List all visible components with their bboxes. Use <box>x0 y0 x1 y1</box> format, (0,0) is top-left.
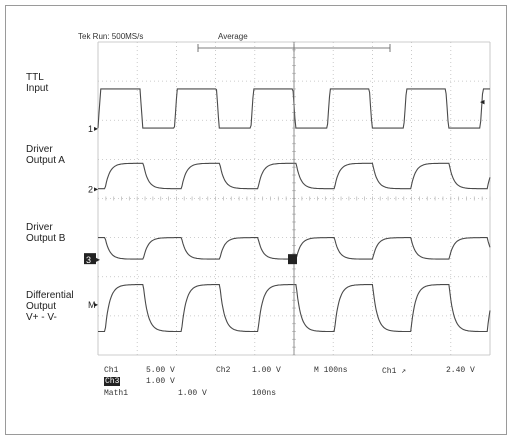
trigger-level-arrow: ◂ <box>480 97 485 107</box>
differential-output-label: Differential Output V+ - V- <box>26 290 74 323</box>
math-scale: 1.00 V <box>178 389 207 398</box>
ch2-ground-marker: 2 <box>88 185 93 195</box>
ch3-scale: 1.00 V <box>146 377 175 386</box>
math-name: Math1 <box>104 389 129 398</box>
ch3-ground-marker: 3 <box>86 255 91 265</box>
trigger-point-box <box>288 254 297 265</box>
driver-output-a-label-line1: Driver <box>26 144 53 155</box>
timebase: M 100ns <box>314 366 348 375</box>
differential-output-label-line2: Output <box>26 301 57 312</box>
driver-output-b-label-line1: Driver <box>26 222 53 233</box>
figure-frame <box>5 5 507 435</box>
channel-markers: 1 ▸2 ▸3 ▸M▸◂ <box>84 42 485 355</box>
math-ground-marker: M <box>88 300 96 310</box>
differential-output-label-line3: V+ - V- <box>26 312 57 323</box>
driver-output-b-label-line2: Output B <box>26 233 66 244</box>
acquisition-mode: Average <box>218 32 248 41</box>
ch3-ground-marker-arrow: ▸ <box>96 255 100 264</box>
math-timebase: 100ns <box>252 389 277 398</box>
trigger-level: 2.40 V <box>446 366 475 375</box>
acquisition-status: Tek Run: 500MS/s <box>78 32 144 41</box>
ch1-ground-marker-arrow: ▸ <box>94 124 98 133</box>
ch3-name: Ch3 <box>104 377 121 386</box>
math-ground-marker-arrow: ▸ <box>94 300 98 309</box>
ch1-ground-marker: 1 <box>88 124 93 134</box>
ttl-input-label: TTL Input <box>26 72 48 94</box>
ch1-scale: 5.00 V <box>146 366 175 375</box>
ch3-ground-marker-box <box>84 253 96 265</box>
ch2-name: Ch2 <box>216 366 231 375</box>
ch2-ground-marker-arrow: ▸ <box>94 185 98 194</box>
ch1-name: Ch1 <box>104 366 119 375</box>
driver-output-b-label: Driver Output B <box>26 222 65 244</box>
ch2-scale: 1.00 V <box>252 366 281 375</box>
differential-output-label-line1: Differential <box>26 290 74 301</box>
ttl-input-label-line1: TTL <box>26 72 44 83</box>
trigger-source: Ch1 ↗ <box>382 367 407 376</box>
driver-output-a-label-line2: Output A <box>26 155 65 166</box>
driver-output-a-label: Driver Output A <box>26 144 65 166</box>
ttl-input-label-line2: Input <box>26 83 49 94</box>
